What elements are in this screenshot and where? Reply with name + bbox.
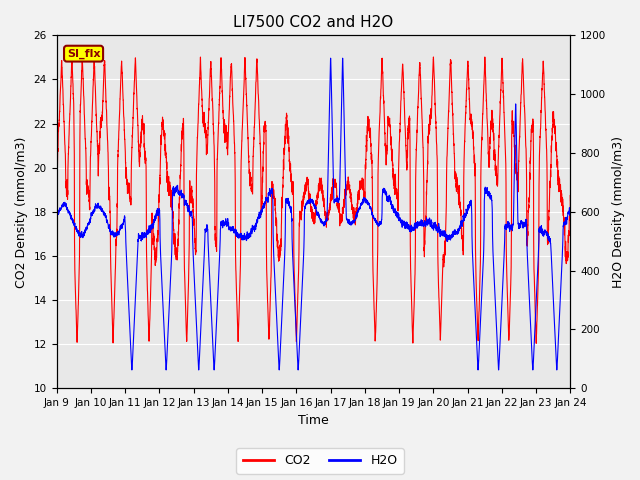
Title: LI7500 CO2 and H2O: LI7500 CO2 and H2O [234,15,394,30]
Y-axis label: CO2 Density (mmol/m3): CO2 Density (mmol/m3) [15,136,28,288]
Text: SI_flx: SI_flx [67,48,100,59]
Legend: CO2, H2O: CO2, H2O [236,448,404,474]
X-axis label: Time: Time [298,414,329,427]
Y-axis label: H2O Density (mmol/m3): H2O Density (mmol/m3) [612,136,625,288]
